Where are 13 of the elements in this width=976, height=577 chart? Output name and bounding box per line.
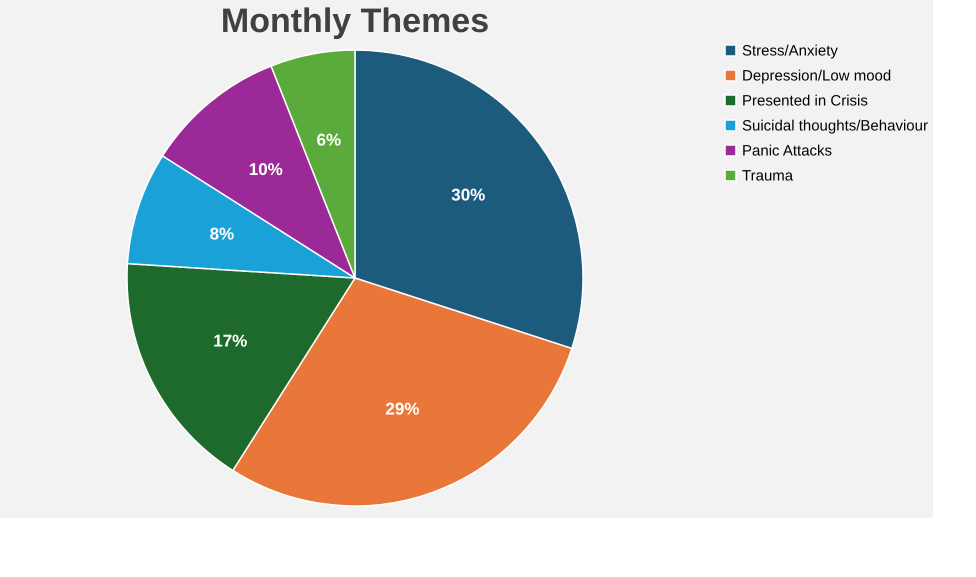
data-label: 29% <box>385 400 420 419</box>
data-label: 30% <box>451 186 486 205</box>
legend-label: Stress/Anxiety <box>742 42 838 60</box>
data-label: 8% <box>210 224 234 244</box>
legend-label: Panic Attacks <box>742 142 832 160</box>
chart-title: Monthly Themes <box>220 2 490 40</box>
data-label: 10% <box>248 160 283 180</box>
legend-label: Depression/Low mood <box>742 68 892 84</box>
legend-label: Trauma <box>742 168 794 184</box>
legend-label: Suicidal thoughts/Behaviour <box>742 118 928 134</box>
data-label: 17% <box>213 332 248 351</box>
legend-label: Presented in Crisis <box>742 92 868 110</box>
data-label: 6% <box>316 130 342 150</box>
